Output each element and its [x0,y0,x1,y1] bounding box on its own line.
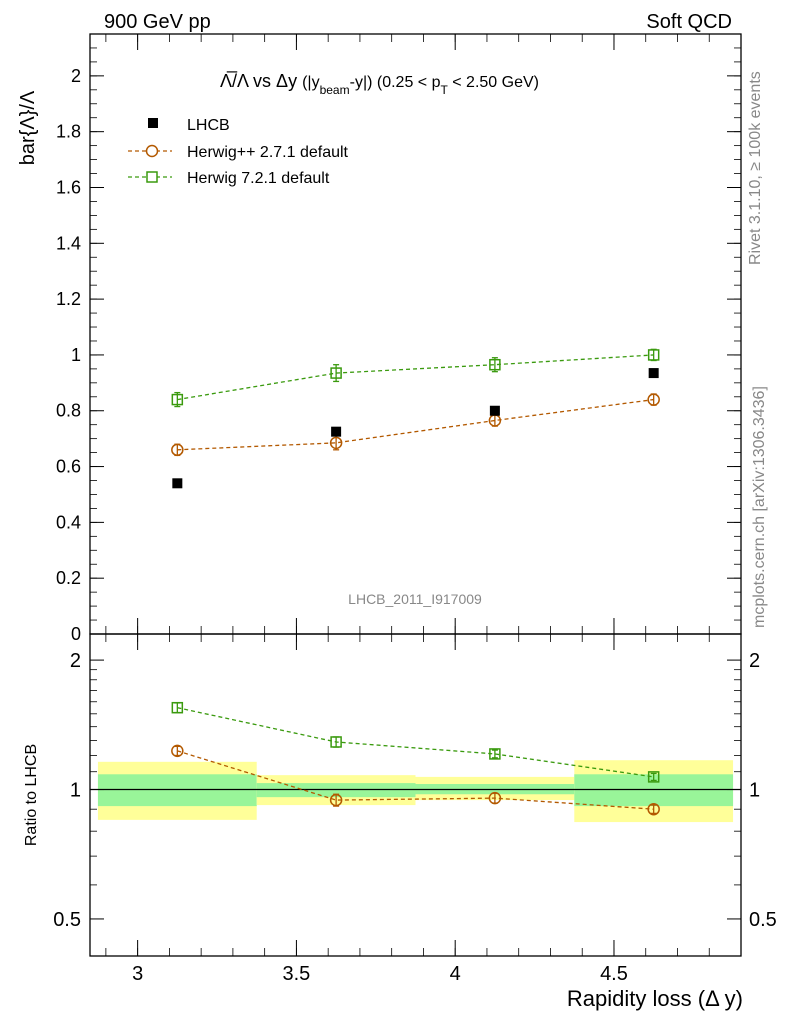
ytick-label-main-6: 1.2 [56,289,81,309]
header-left: 900 GeV pp [104,11,211,33]
ytick-label-main-5: 1 [71,345,81,365]
ratio-herwigpp-point-0 [171,744,184,758]
svg-text:Λ̅/Λ vs Δy(|ybeam-y|) (0.25 <: Λ̅/Λ vs Δy (|ybeam-y|) (0.25 < pT < 2.50 … [220,71,539,97]
ratio-frame [89,633,742,957]
main-herwigpp-point-0 [171,443,184,457]
xtick-label-0: 3 [132,963,143,985]
xtick-label-3: 4.5 [600,963,628,985]
ytick-label-ratio-1: 1 [70,780,81,802]
rivet-label: Rivet 3.1.10, ≥ 100k events [747,71,764,265]
main-lhcb-point-3 [648,368,659,379]
legend-label-herwig7: Herwig 7.2.1 default [187,170,330,187]
band-inner-0 [97,774,257,807]
main-herwigpp-point-2 [488,414,502,427]
legend-marker-lhcb [148,118,158,128]
main-herwig7-point-0 [171,393,184,406]
title-sub-beam: beam [320,83,350,97]
ratio-ylabel: Ratio to LHCB [23,744,40,846]
main-herwig7-point-1 [330,367,342,379]
main-herwig7-point-2 [489,358,501,371]
ytick-label-main-8: 1.6 [56,177,81,197]
main-lhcb-point-2 [489,405,500,416]
ytick-label-main-0: 0 [71,624,81,644]
main-ylabel: bar{Λ}/Λ [17,90,39,165]
main-herwigpp-point-3 [647,393,660,406]
main-lhcb-point-1 [331,426,342,437]
legend-label-herwigpp: Herwig++ 2.7.1 default [187,144,349,161]
title-paren-end: < 2.50 GeV) [448,74,539,91]
xtick-label-1: 3.5 [283,963,311,985]
ytick-label-ratio-r-0: 0.5 [749,909,777,931]
ytick-label-ratio-2: 2 [70,650,81,672]
legend-marker-herwig7 [146,171,158,183]
ytick-label-main-4: 0.8 [56,401,81,421]
mcplots-label: mcplots.cern.ch [arXiv:1306.3436] [751,386,768,628]
ratio-herwigpp-point-2 [488,791,502,805]
main-lhcb-point-0 [172,478,183,489]
ratio-herwig7-point-3 [647,771,660,783]
ytick-label-main-9: 1.8 [56,122,81,142]
ratio-herwigpp-point-1 [329,793,343,807]
legend-entry-herwig7: Herwig 7.2.1 default [128,170,330,187]
ytick-label-main-10: 2 [71,66,81,86]
ytick-label-main-1: 0.2 [56,568,81,588]
ytick-label-ratio-r-1: 1 [749,780,760,802]
legend-label-lhcb: LHCB [187,117,230,134]
title-paren-open: (|y [302,74,319,91]
ratio-panel: 0.5 0.5 1 1 2 2 3 3.5 4 4.5 [53,633,777,985]
main-herwigpp-point-1 [329,436,343,450]
header-right: Soft QCD [646,11,732,33]
main-herwigpp-line [177,398,654,451]
title-ratio: Λ̅/Λ vs Δy [220,71,297,91]
legend: LHCB Herwig++ 2.7.1 default Herwig 7.2.1… [128,117,349,187]
ratio-herwig7-point-0 [171,701,184,714]
ytick-label-ratio-0: 0.5 [53,909,81,931]
title-paren-mid: -y|) (0.25 < p [350,74,441,91]
main-herwig7-line [177,354,654,401]
ytick-label-main-2: 0.4 [56,512,81,532]
ratio-herwigpp-line [177,750,654,810]
analysis-watermark: LHCB_2011_I917009 [348,591,482,607]
ytick-label-ratio-r-2: 2 [749,650,760,672]
main-panel: 0 0.2 0.4 0.6 0.8 1 1.2 1.4 1.6 1.8 2 [56,33,742,644]
main-herwig7-point-3 [647,349,660,361]
ratio-herwigpp-point-3 [647,802,660,816]
ytick-label-main-3: 0.6 [56,457,81,477]
xtick-label-2: 4 [450,963,461,985]
ratio-herwig7-point-1 [330,736,342,748]
main-title: Λ̅/Λ vs Δy (|ybeam-y|) (0.25 < pT < 2.50 … [220,71,539,97]
ratio-herwig7-point-2 [489,748,501,760]
legend-entry-lhcb: LHCB [148,117,230,134]
title-sub-t: T [440,83,448,97]
ytick-label-main-7: 1.4 [56,233,81,253]
legend-marker-herwigpp [145,144,159,158]
legend-entry-herwigpp: Herwig++ 2.7.1 default [128,144,349,161]
ratio-herwig7-line [177,707,654,778]
xlabel: Rapidity loss (Δ y) [567,986,743,1011]
